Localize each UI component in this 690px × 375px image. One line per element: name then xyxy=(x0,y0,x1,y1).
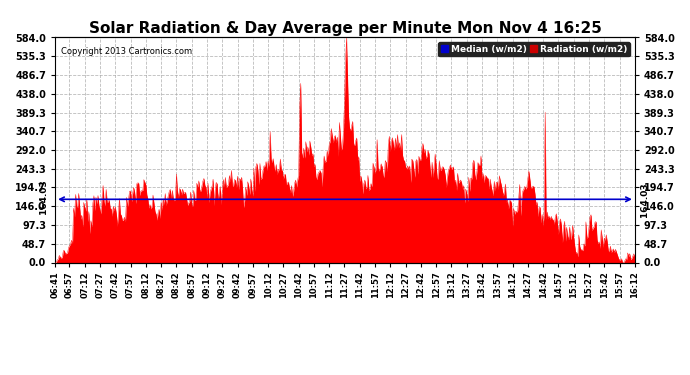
Text: Copyright 2013 Cartronics.com: Copyright 2013 Cartronics.com xyxy=(61,46,192,56)
Text: 164.03: 164.03 xyxy=(41,180,50,218)
Title: Solar Radiation & Day Average per Minute Mon Nov 4 16:25: Solar Radiation & Day Average per Minute… xyxy=(88,21,602,36)
Legend: Median (w/m2), Radiation (w/m2): Median (w/m2), Radiation (w/m2) xyxy=(438,42,630,56)
Text: 164.03: 164.03 xyxy=(640,180,649,218)
